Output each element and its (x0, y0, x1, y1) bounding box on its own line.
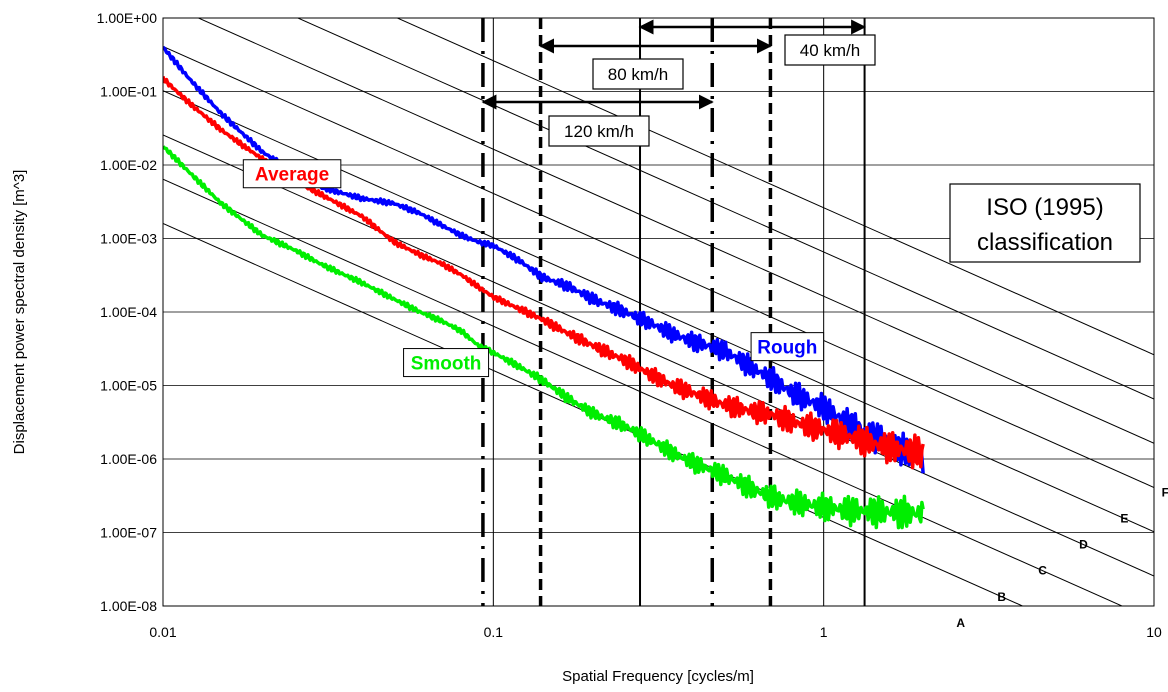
iso-class-line (163, 46, 1154, 488)
series-label-smooth: Smooth (411, 354, 482, 375)
iso-class-label: F (1162, 486, 1168, 500)
iso-class-label: C (1038, 564, 1047, 578)
iso-class-label: B (997, 590, 1006, 604)
speed-ranges: 40 km/h 80 km/h 120 km/h (481, 19, 876, 147)
x-tick-label: 10 (1146, 624, 1162, 640)
speed-range-label-box (592, 58, 684, 90)
x-tick-label: 0.1 (484, 624, 504, 640)
speed-range-label: 120 km/h (564, 122, 634, 141)
iso-classification-box: ISO (1995) classification (949, 183, 1141, 263)
y-tick-label: 1.00E-02 (100, 157, 157, 173)
iso-class-line (396, 18, 1154, 356)
y-tick-label: 1.00E-06 (100, 451, 157, 467)
series-labels: Rough Average Smooth (242, 159, 825, 378)
iso-box-line-1: ISO (1995) (986, 194, 1103, 221)
y-tick-label: 1.00E-03 (100, 231, 157, 247)
y-axis-label: Displacement power spectral density [m^3… (11, 170, 28, 455)
iso-class-labels: ABCDEFGH (956, 486, 1168, 630)
y-tick-label: 1.00E-08 (100, 598, 157, 614)
series-label-box (403, 348, 490, 378)
speed-range-label-box (548, 115, 650, 147)
series-label-box (242, 159, 342, 189)
x-tick-label: 1 (820, 624, 828, 640)
iso-class-label: A (956, 616, 965, 630)
iso-box-line-2: classification (977, 229, 1113, 256)
x-tick-labels: 0.01 0.1 1 10 (149, 624, 1162, 640)
x-tick-label: 0.01 (149, 624, 176, 640)
iso-box-frame (949, 183, 1141, 263)
y-tick-label: 1.00E+00 (97, 10, 158, 26)
speed-range-label: 40 km/h (800, 41, 860, 60)
iso-class-line (296, 18, 1154, 400)
series-label-box (750, 332, 825, 362)
iso-class-line (163, 134, 1154, 577)
plot-frame (162, 17, 1155, 607)
series-line-smooth (163, 145, 925, 530)
speed-range-label-box (784, 34, 876, 66)
y-tick-label: 1.00E-04 (100, 304, 157, 320)
y-tick-labels: 1.00E+00 1.00E-01 1.00E-02 1.00E-03 1.00E-04… (97, 10, 158, 614)
iso-class-label: E (1120, 512, 1128, 526)
y-tick-label: 1.00E-07 (100, 525, 157, 541)
series-label-rough: Rough (757, 338, 817, 359)
x-axis-label: Spatial Frequency [cycles/m] (562, 668, 754, 685)
iso-class-line (163, 178, 1124, 606)
y-tick-label: 1.00E-01 (100, 84, 157, 100)
series-label-average: Average (255, 165, 329, 186)
iso-class-label: D (1079, 538, 1088, 552)
speed-range-label: 80 km/h (608, 65, 668, 84)
y-tick-label: 1.00E-05 (100, 378, 157, 394)
iso-class-line (197, 18, 1154, 444)
